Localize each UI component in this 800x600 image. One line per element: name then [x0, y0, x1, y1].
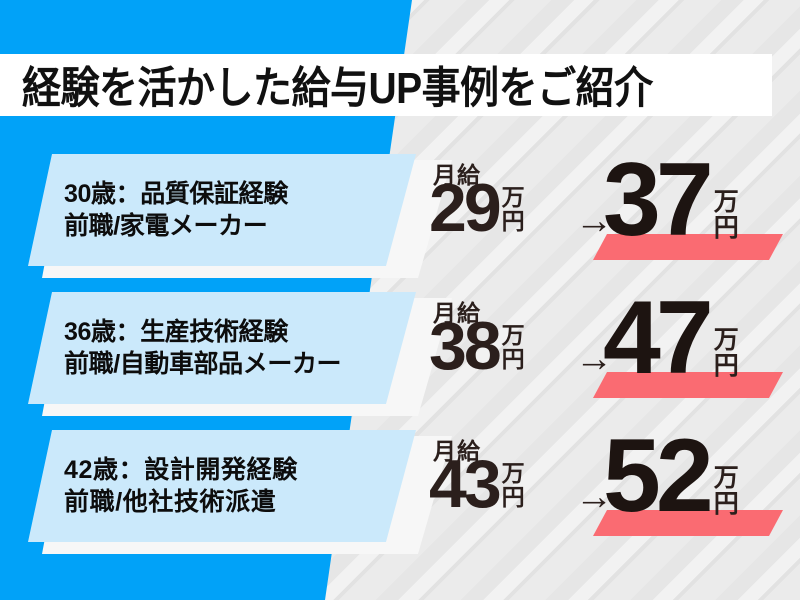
- title-banner: 経験を活かした給与UP事例をご紹介: [0, 54, 772, 116]
- salary-after-value: 52: [603, 418, 714, 534]
- salary-before-group: 43 万 円: [429, 446, 525, 522]
- salary-after-group: 52 万 円: [603, 418, 739, 534]
- profile-card: 36歳：生産技術経験 前職/自動車部品メーカー: [28, 292, 416, 404]
- unit-man-label: 万: [713, 326, 739, 355]
- currency-unit-before: 万 円: [501, 460, 525, 510]
- salary-after-value: 37: [603, 142, 714, 258]
- salary-after-group: 47 万 円: [603, 280, 739, 396]
- monthly-salary-label: 月給: [433, 300, 481, 326]
- salary-comparison: 月給 43 万 円 → 52 万 円: [425, 418, 800, 550]
- unit-yen-label: 円: [501, 483, 525, 510]
- currency-unit-after: 万 円: [714, 328, 739, 379]
- profile-line-previous-job: 前職/他社技術派遣: [64, 488, 277, 516]
- highlight-underline: [593, 510, 783, 536]
- monthly-salary-label: 月給: [433, 162, 481, 188]
- unit-man-label: 万: [713, 464, 739, 493]
- page-title: 経験を活かした給与UP事例をご紹介: [22, 64, 653, 113]
- unit-man-label: 万: [501, 184, 525, 211]
- unit-yen-label: 円: [501, 207, 525, 234]
- currency-unit-before: 万 円: [501, 184, 525, 234]
- salary-before-value: 38: [429, 308, 502, 384]
- salary-after-group: 37 万 円: [603, 142, 739, 258]
- highlight-underline: [593, 372, 783, 398]
- currency-unit-after: 万 円: [714, 190, 739, 241]
- salary-before-group: 29 万 円: [429, 170, 525, 246]
- unit-yen-label: 円: [501, 345, 525, 372]
- unit-yen-label: 円: [713, 489, 739, 518]
- unit-man-label: 万: [501, 460, 525, 487]
- salary-comparison: 月給 38 万 円 → 47 万 円: [425, 280, 800, 412]
- unit-yen-label: 円: [713, 213, 739, 242]
- salary-before-group: 38 万 円: [429, 308, 525, 384]
- profile-card: 30歳：品質保証経験 前職/家電メーカー: [28, 154, 416, 266]
- salary-before-value: 29: [429, 170, 502, 246]
- arrow-right-icon: →: [575, 476, 613, 518]
- case-row: 42歳：設計開発経験 前職/他社技術派遣 月給 43 万 円 → 52 万 円: [0, 418, 800, 550]
- case-row: 36歳：生産技術経験 前職/自動車部品メーカー 月給 38 万 円 → 47 万…: [0, 280, 800, 412]
- salary-before-value: 43: [429, 446, 502, 522]
- case-row: 30歳：品質保証経験 前職/家電メーカー 月給 29 万 円 → 37 万 円: [0, 142, 800, 274]
- salary-comparison: 月給 29 万 円 → 37 万 円: [425, 142, 800, 274]
- currency-unit-after: 万 円: [714, 466, 739, 517]
- unit-yen-label: 円: [713, 351, 739, 380]
- highlight-underline: [593, 234, 783, 260]
- profile-line-previous-job: 前職/自動車部品メーカー: [64, 350, 342, 378]
- profile-line-age-experience: 30歳：品質保証経験: [64, 180, 288, 208]
- arrow-right-icon: →: [575, 338, 613, 380]
- salary-after-value: 47: [603, 280, 714, 396]
- monthly-salary-label: 月給: [433, 438, 481, 464]
- unit-man-label: 万: [501, 322, 525, 349]
- profile-line-age-experience: 36歳：生産技術経験: [64, 318, 288, 346]
- currency-unit-before: 万 円: [501, 322, 525, 372]
- profile-line-age-experience: 42歳：設計開発経験: [64, 456, 298, 484]
- profile-line-previous-job: 前職/家電メーカー: [64, 212, 268, 240]
- profile-card: 42歳：設計開発経験 前職/他社技術派遣: [28, 430, 416, 542]
- arrow-right-icon: →: [575, 200, 613, 242]
- unit-man-label: 万: [713, 188, 739, 217]
